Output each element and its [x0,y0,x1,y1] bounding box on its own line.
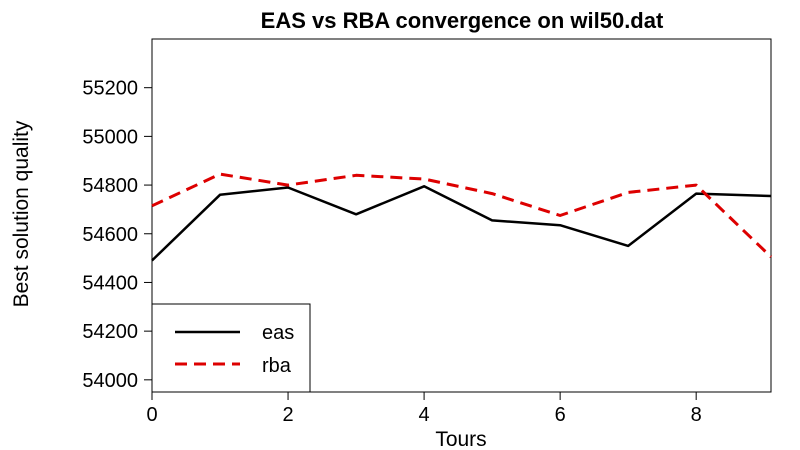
x-axis-label: Tours [435,428,486,450]
legend-label-rba: rba [262,355,292,377]
legend-label-eas: eas [262,322,294,344]
series-line-rba [151,172,773,258]
y-tick-label: 55000 [82,126,138,148]
x-tick-label: 0 [146,404,157,426]
x-tick-label: 4 [419,404,430,426]
y-tick-label: 54400 [82,272,138,294]
plot-frame [151,38,772,393]
y-axis-label: Best solution quality [10,120,33,307]
x-tick-label: 8 [691,404,702,426]
y-tick-label: 55200 [82,78,138,100]
series-line-eas [151,185,772,262]
x-tick-label: 2 [282,404,293,426]
y-tick-label: 54600 [82,224,138,246]
x-tick-label: 6 [555,404,566,426]
series-layer [151,172,773,262]
x-axis: 0 2 4 6 8 [146,392,702,426]
y-tick-label: 54200 [82,321,138,343]
y-axis: 54000 54200 54400 54600 54800 55000 55200 [82,78,152,392]
y-tick-label: 54800 [82,175,138,197]
legend: eas rba [151,303,311,393]
y-tick-label: 54000 [82,370,138,392]
chart-title: EAS vs RBA convergence on wil50.dat [261,8,664,33]
legend-box [151,303,311,393]
